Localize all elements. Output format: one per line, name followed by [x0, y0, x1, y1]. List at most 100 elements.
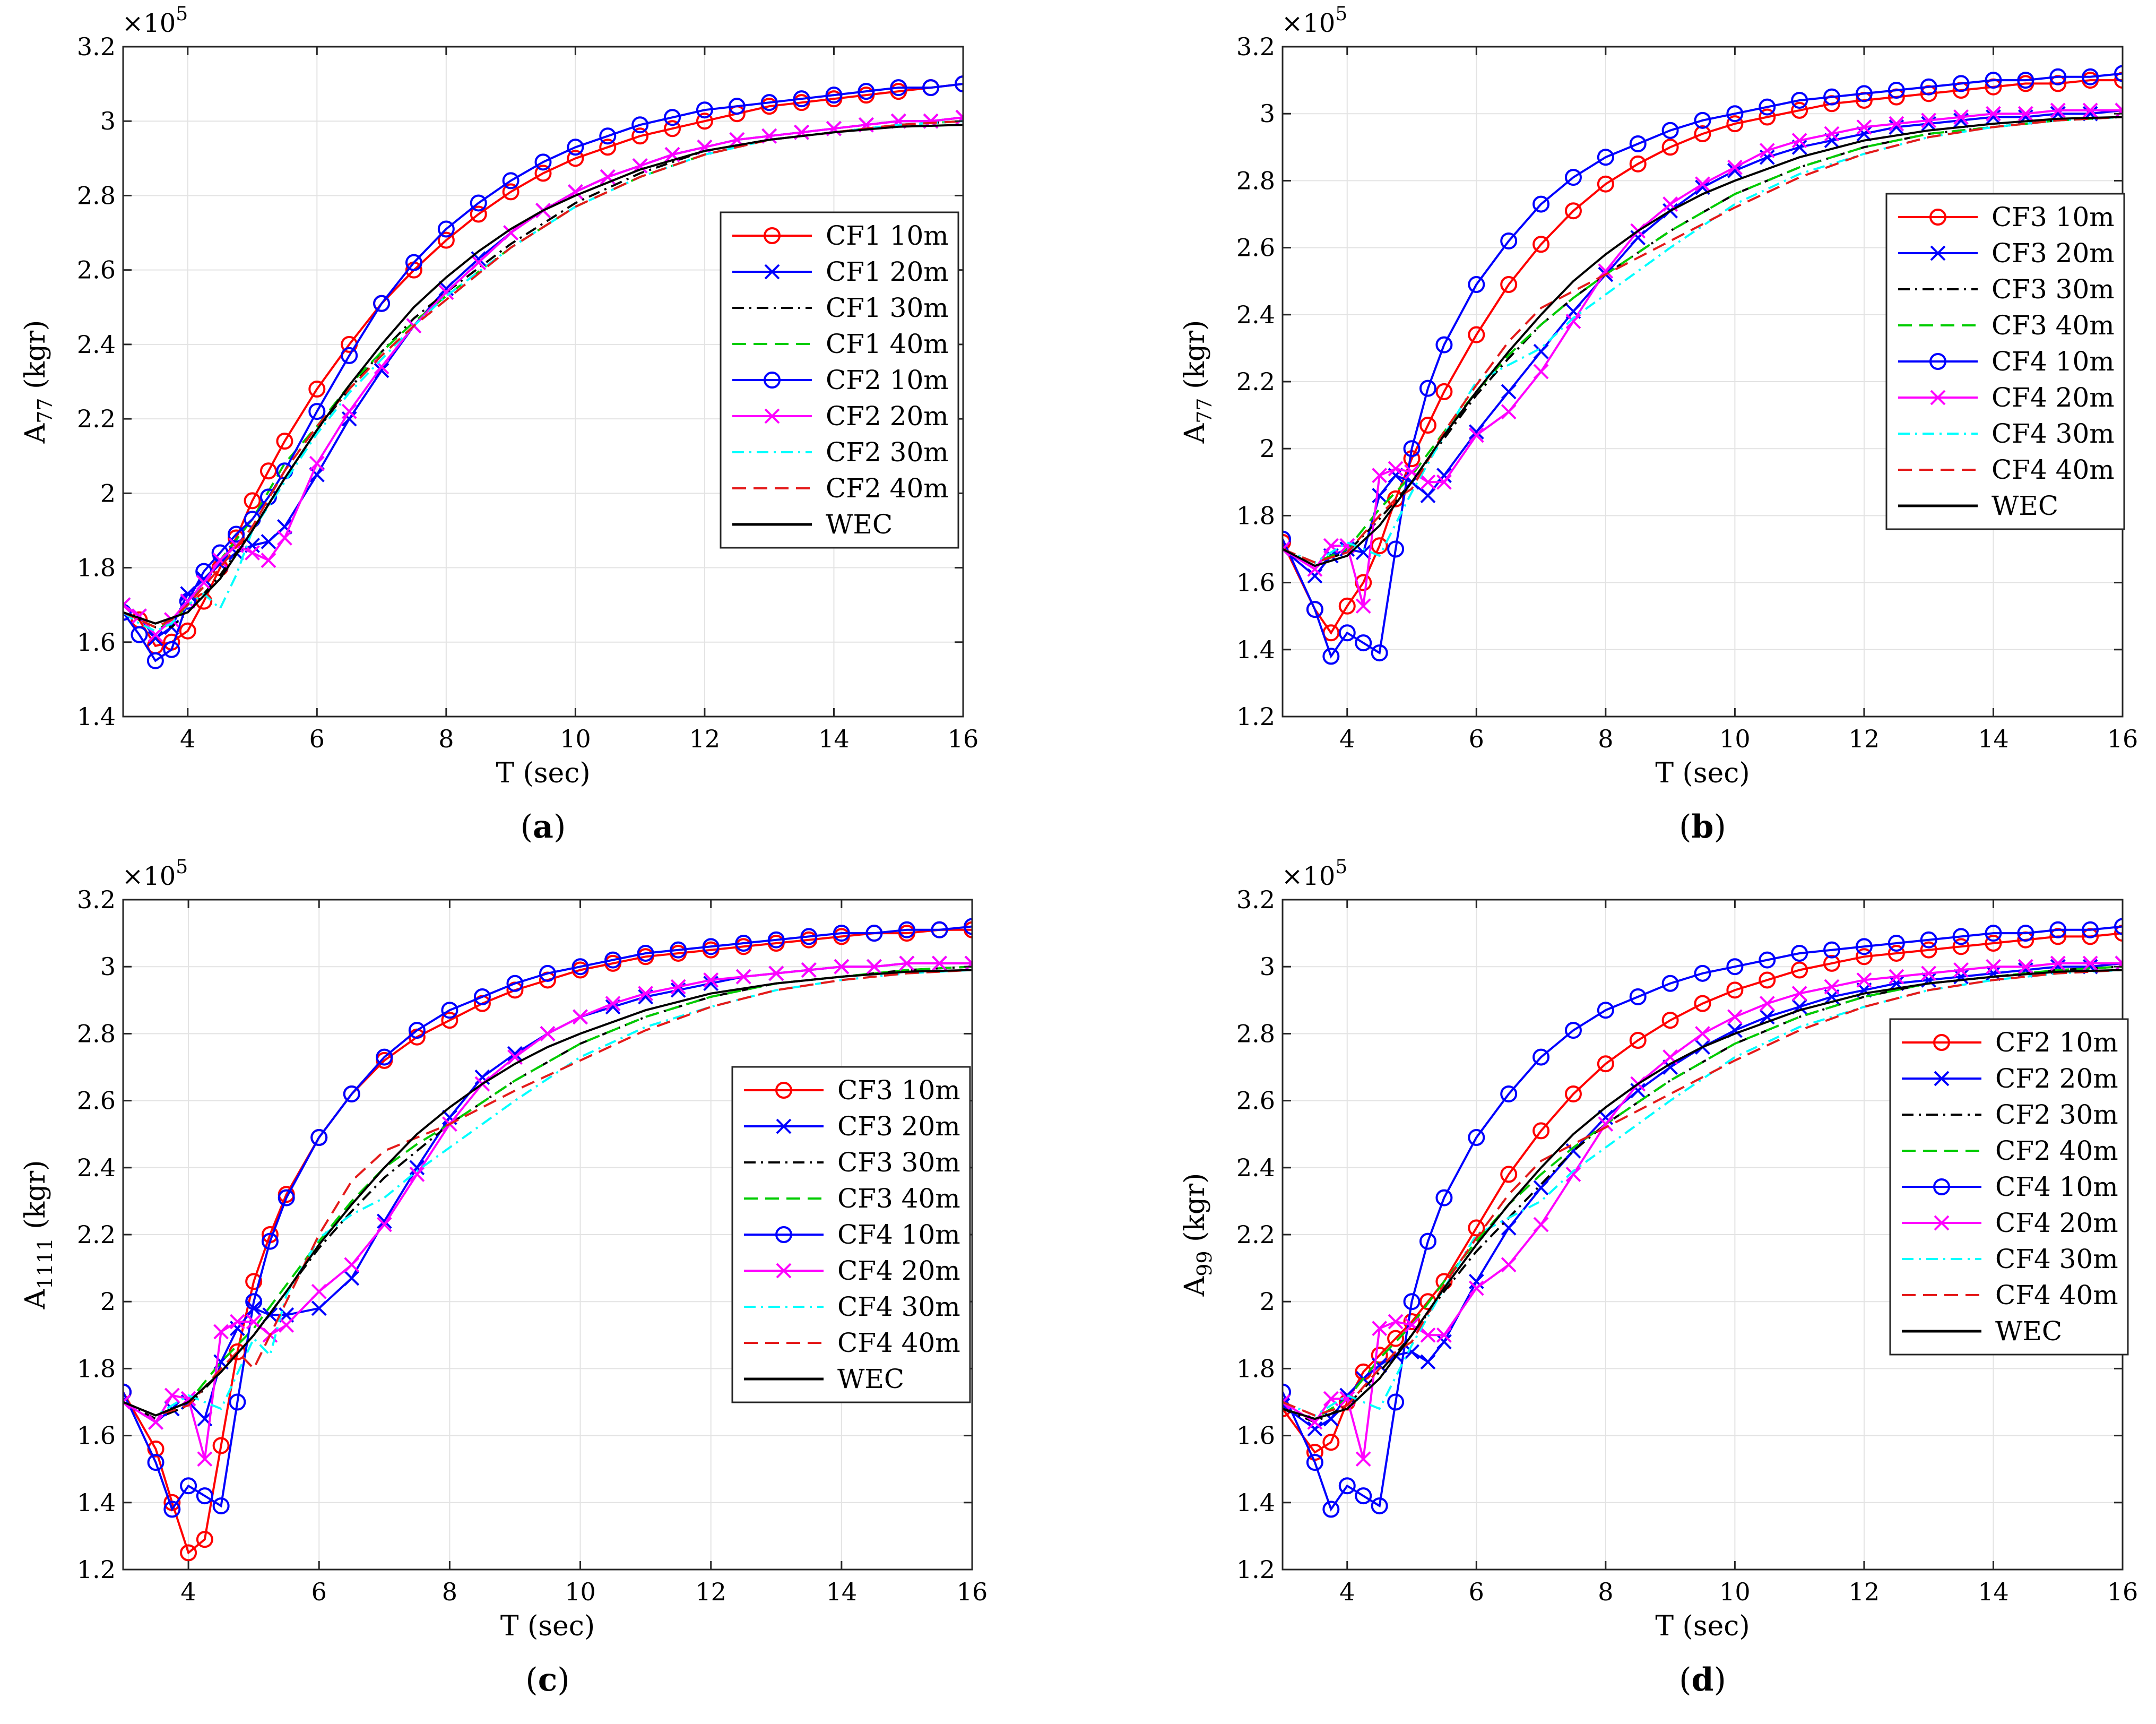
legend: CF1 10m CF1 20m CF1 30m CF1 40m CF2 10m CF2 2…	[720, 211, 959, 549]
data-point	[1629, 135, 1647, 152]
data-point	[1986, 959, 2001, 975]
series-cf3-40m	[1283, 116, 2123, 564]
data-point	[1920, 941, 1937, 959]
data-point	[1985, 925, 2002, 942]
y-tick-label: 3.2	[1236, 885, 1275, 914]
data-point	[2115, 102, 2123, 118]
legend-label: CF4 40m	[1995, 1280, 2118, 1311]
data-point	[964, 955, 972, 971]
data-point	[179, 622, 196, 640]
legend-label: CF3 30m	[837, 1147, 960, 1178]
series-cf4-30m	[1283, 116, 2123, 564]
y-tick-label: 2.2	[77, 1220, 116, 1249]
data-point	[696, 101, 713, 119]
data-point	[1597, 1055, 1614, 1073]
data-point	[599, 139, 617, 156]
y-tick-label: 2.4	[77, 1153, 116, 1182]
legend-label: CF2 10m	[1995, 1027, 2118, 1058]
legend-label: CF3 30m	[1992, 274, 2115, 305]
data-point	[1372, 468, 1388, 484]
data-point	[1355, 1451, 1371, 1467]
legend-label: CF4 20m	[1995, 1208, 2118, 1238]
series-line	[123, 969, 972, 1417]
data-point	[123, 1383, 132, 1401]
data-point	[2017, 925, 2034, 942]
data-point	[1855, 938, 1873, 955]
data-point	[1468, 1280, 1484, 1296]
legend-label: CF2 30m	[826, 437, 949, 468]
data-point	[1283, 1394, 1291, 1410]
x-tick-label: 8	[442, 1578, 457, 1606]
data-point	[1387, 1393, 1405, 1411]
legend-label: CF3 40m	[837, 1183, 960, 1214]
legend-label: CF4 30m	[1995, 1244, 2118, 1274]
data-point	[180, 1544, 197, 1562]
data-point	[1500, 1166, 1518, 1183]
series-wec	[1283, 116, 2123, 567]
panel-label: (d)	[1679, 1661, 1726, 1699]
data-point	[760, 94, 778, 111]
y-tick-label: 1.8	[77, 1354, 116, 1383]
data-point	[1952, 928, 1970, 945]
data-point	[1533, 343, 1549, 359]
data-point	[1661, 1012, 1679, 1029]
legend-label: CF2 10m	[826, 365, 949, 395]
data-point	[1468, 424, 1484, 440]
data-point	[1283, 1383, 1291, 1401]
y-tick-label: 3	[1260, 99, 1275, 128]
data-point	[1436, 1334, 1452, 1350]
legend-label: CF2 40m	[1995, 1135, 2118, 1166]
series-line	[123, 925, 972, 1512]
y-axis-label: A77 (kgr)	[20, 320, 57, 444]
data-point	[1420, 474, 1436, 490]
data-point	[1435, 336, 1453, 354]
data-point	[1727, 159, 1743, 175]
data-point	[1371, 537, 1388, 555]
data-point	[1355, 545, 1371, 561]
series-line	[1283, 116, 2123, 567]
x-tick-label: 6	[311, 1578, 327, 1606]
y-tick-label: 1.6	[1236, 1421, 1275, 1450]
x-tick-label: 6	[309, 725, 325, 753]
series-group	[123, 75, 963, 669]
data-point	[123, 1394, 131, 1410]
data-point	[1403, 1313, 1421, 1331]
y-tick-label: 2.8	[77, 1019, 116, 1048]
data-point	[197, 1451, 213, 1467]
y-tick-label: 2.2	[1236, 1220, 1275, 1249]
data-point	[261, 553, 276, 568]
data-point	[637, 944, 654, 962]
x-tick-label: 10	[1719, 725, 1751, 753]
x-axis-label: T (sec)	[1655, 757, 1750, 789]
legend-marker	[1933, 1178, 1950, 1195]
data-point	[1759, 971, 1776, 989]
y-tick-label: 2.4	[77, 330, 116, 359]
data-point	[1436, 468, 1452, 484]
legend-marker	[1929, 209, 1946, 226]
data-point	[1322, 648, 1340, 665]
data-point	[1887, 944, 1905, 962]
panel-label: (c)	[525, 1661, 569, 1699]
data-point	[163, 1501, 181, 1518]
data-point	[279, 1317, 295, 1333]
series-line	[1283, 116, 2123, 564]
data-point	[604, 951, 622, 969]
series-line	[1283, 932, 2123, 1454]
series-line	[1283, 969, 2123, 1420]
data-point	[1791, 101, 1808, 119]
y-tick-label: 3	[1260, 952, 1275, 981]
data-point	[1889, 969, 1904, 985]
data-point	[441, 1002, 458, 1019]
data-point	[1759, 996, 1775, 1012]
data-point	[573, 1009, 588, 1025]
data-point	[1694, 125, 1711, 143]
data-point	[1694, 995, 1711, 1012]
data-point	[341, 347, 358, 364]
data-point	[261, 534, 276, 549]
data-point	[567, 139, 584, 156]
series-group	[123, 918, 972, 1562]
data-point	[244, 492, 261, 510]
y-axis-label: A77 (kgr)	[1179, 320, 1216, 444]
data-point	[1824, 126, 1840, 142]
data-point	[1501, 384, 1517, 400]
